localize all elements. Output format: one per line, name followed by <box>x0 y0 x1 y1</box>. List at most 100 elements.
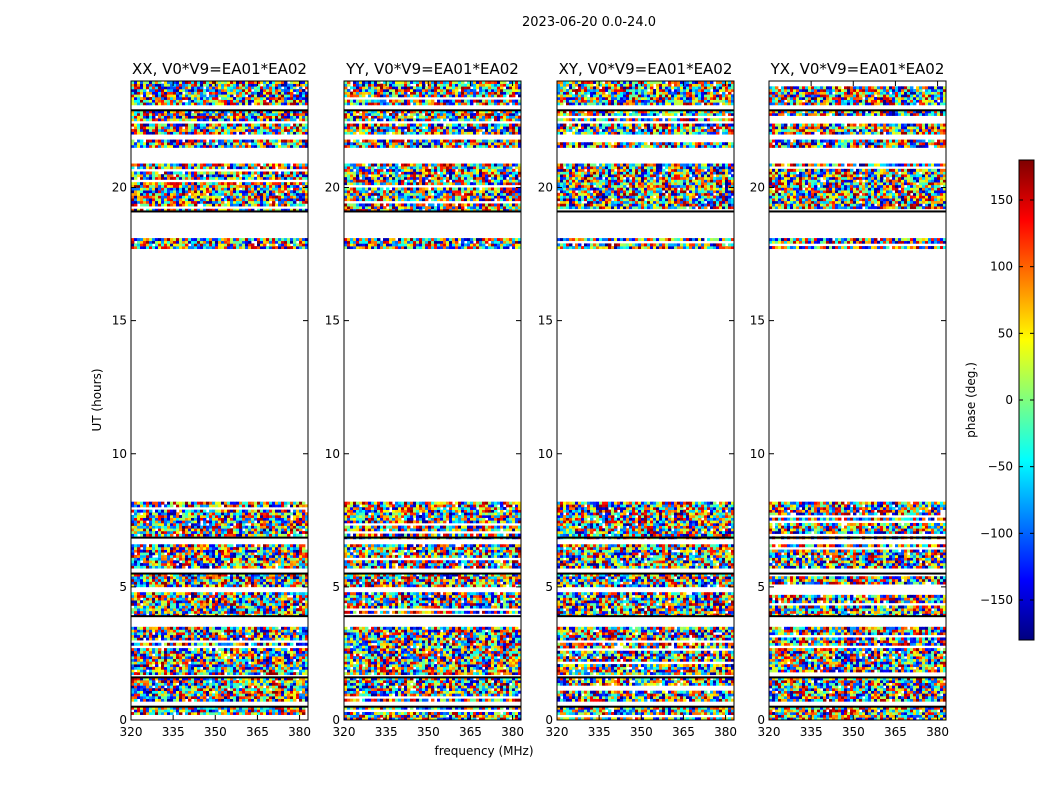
heatmap-cell <box>236 187 240 191</box>
heatmap-cell <box>221 608 225 612</box>
heatmap-cell <box>134 688 138 692</box>
heatmap-cell <box>236 176 240 180</box>
heatmap-cell <box>278 517 282 521</box>
heatmap-cell <box>284 243 288 247</box>
heatmap-cell <box>197 594 201 598</box>
heatmap-cell <box>146 712 150 715</box>
heatmap-cell <box>245 706 249 710</box>
heatmap-cell <box>287 190 291 194</box>
heatmap-cell <box>158 584 162 588</box>
heatmap-cell <box>239 554 243 558</box>
heatmap-cell <box>161 208 165 212</box>
heatmap-cell <box>173 706 177 710</box>
heatmap-cell <box>182 706 186 710</box>
heatmap-cell <box>218 629 222 633</box>
heatmap-cell <box>176 629 180 633</box>
heatmap-cell <box>155 600 159 604</box>
heatmap-cell <box>272 672 276 676</box>
heatmap-cell <box>287 176 291 180</box>
heatmap-cell <box>191 576 195 580</box>
heatmap-cell <box>161 184 165 188</box>
heatmap-cell <box>278 560 282 564</box>
heatmap-cell <box>251 693 255 697</box>
heatmap-cell <box>188 562 192 566</box>
heatmap-cell <box>173 192 177 196</box>
heatmap-cell <box>218 648 222 652</box>
heatmap-cell <box>269 592 273 596</box>
heatmap-cell <box>224 626 228 630</box>
heatmap-cell <box>299 187 303 191</box>
heatmap-cell <box>260 690 264 694</box>
heatmap-cell <box>173 240 177 244</box>
heatmap-cell <box>251 163 255 167</box>
heatmap-cell <box>299 672 303 676</box>
heatmap-cell <box>281 525 285 529</box>
heatmap-cell <box>260 126 264 130</box>
heatmap-cell <box>155 613 159 617</box>
heatmap-cell <box>131 581 135 585</box>
heatmap-cell <box>137 685 141 689</box>
heatmap-cell <box>284 512 288 516</box>
heatmap-cell <box>221 610 225 614</box>
heatmap-cell <box>140 626 144 630</box>
heatmap-cell <box>188 680 192 684</box>
heatmap-cell <box>305 128 309 132</box>
heatmap-cell <box>236 565 240 569</box>
heatmap-cell <box>191 504 195 508</box>
heatmap-cell <box>131 560 135 564</box>
heatmap-cell <box>149 613 153 617</box>
heatmap-cell <box>140 594 144 598</box>
heatmap-cell <box>248 171 252 175</box>
heatmap-cell <box>287 613 291 617</box>
heatmap-cell <box>296 198 300 202</box>
heatmap-cell <box>149 552 153 556</box>
heatmap-cell <box>242 246 246 250</box>
heatmap-cell <box>239 600 243 604</box>
heatmap-cell <box>302 509 306 513</box>
heatmap-cell <box>227 562 231 566</box>
heatmap-cell <box>260 198 264 202</box>
heatmap-cell <box>209 576 213 580</box>
heatmap-cell <box>131 690 135 694</box>
heatmap-cell <box>185 530 189 534</box>
heatmap-cell <box>290 176 294 180</box>
heatmap-cell <box>254 184 258 188</box>
heatmap-cell <box>257 190 261 194</box>
heatmap-cell <box>146 578 150 582</box>
heatmap-cell <box>233 176 237 180</box>
heatmap-cell <box>170 613 174 617</box>
heatmap-cell <box>233 501 237 505</box>
heatmap-cell <box>230 528 234 532</box>
heatmap-cell <box>152 517 156 521</box>
heatmap-cell <box>281 238 285 242</box>
heatmap-cell <box>266 669 270 673</box>
heatmap-cell <box>206 176 210 180</box>
heatmap-cell <box>257 600 261 604</box>
heatmap-cell <box>209 677 213 681</box>
heatmap-cell <box>284 174 288 178</box>
heatmap-cell <box>206 581 210 585</box>
heatmap-cell <box>230 517 234 521</box>
heatmap-cell <box>188 174 192 178</box>
heatmap-cell <box>281 592 285 596</box>
heatmap-cell <box>305 504 309 508</box>
heatmap-cell <box>305 514 309 518</box>
heatmap-cell <box>140 509 144 513</box>
heatmap-cell <box>236 656 240 660</box>
heatmap-cell <box>242 166 246 170</box>
heatmap-cell <box>284 613 288 617</box>
heatmap-cell <box>137 642 141 646</box>
heatmap-cell <box>278 203 282 207</box>
heatmap-cell <box>239 517 243 521</box>
heatmap-cell <box>227 520 231 524</box>
heatmap-cell <box>221 562 225 566</box>
heatmap-cell <box>293 549 297 553</box>
heatmap-cell <box>275 554 279 558</box>
heatmap-cell <box>191 602 195 606</box>
heatmap-cell <box>260 608 264 612</box>
heatmap-cell <box>260 661 264 665</box>
heatmap-cell <box>137 195 141 199</box>
heatmap-cell <box>245 509 249 513</box>
heatmap-cell <box>233 634 237 638</box>
heatmap-cell <box>227 546 231 550</box>
